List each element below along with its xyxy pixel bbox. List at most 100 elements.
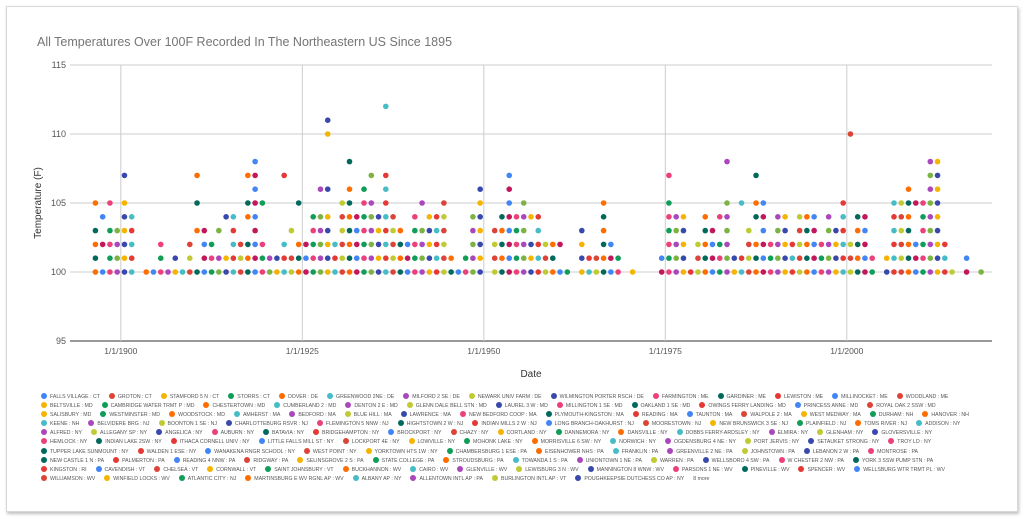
data-point <box>898 214 905 220</box>
data-point <box>339 269 346 275</box>
legend-swatch <box>922 411 929 418</box>
data-point <box>782 241 788 248</box>
data-point <box>252 227 258 234</box>
legend-swatch <box>95 465 102 472</box>
data-point <box>477 255 483 261</box>
legend-label: MOORESTOWN : NJ <box>651 421 702 428</box>
legend-swatch <box>491 474 498 481</box>
legend-swatch <box>263 429 270 436</box>
legend-swatch <box>41 456 47 463</box>
data-point <box>99 269 106 275</box>
x-tick-label: 1/1/1975 <box>649 346 682 356</box>
legend-label: RIDGWAY : PA <box>253 457 289 464</box>
x-tick-label: 1/1/1925 <box>286 346 319 356</box>
data-point <box>339 241 346 248</box>
data-point <box>658 269 665 275</box>
legend-label: WELLSBURG WTR TRMT PL : WV <box>863 466 946 473</box>
data-point <box>412 214 418 220</box>
data-point <box>840 255 846 261</box>
data-point <box>324 269 331 275</box>
legend-swatch <box>41 420 47 427</box>
data-point <box>934 255 941 261</box>
legend-label: DANNEMORA : NY <box>564 430 610 437</box>
legend-swatch <box>556 402 563 409</box>
legend-label: KEENE : NH <box>50 421 80 428</box>
data-point <box>346 200 353 206</box>
data-point <box>724 241 730 248</box>
data-point <box>455 269 462 275</box>
legend-label: GLOVERSVILLE : NY <box>881 430 933 437</box>
legend-swatch <box>303 447 310 454</box>
legend-swatch <box>313 429 320 436</box>
data-point <box>775 269 781 275</box>
x-tick-label: 1/1/2000 <box>830 346 863 356</box>
legend-label: MILLINOCKET : ME <box>841 394 888 400</box>
data-point <box>528 255 534 261</box>
legend-label: WILMINGTON PORTER RSCH : DE <box>559 394 644 400</box>
legend-label: ADDISON : NY <box>925 421 961 428</box>
legend-label: FARMINGTON : ME <box>661 394 709 400</box>
data-point <box>477 241 483 248</box>
data-point <box>883 255 890 261</box>
data-point <box>477 227 483 234</box>
legend-label: WOODLAND : ME <box>905 394 949 400</box>
data-point <box>208 255 215 261</box>
data-point <box>775 214 781 220</box>
data-point <box>825 227 832 234</box>
legend-item: HEMLOCK : NY <box>41 438 87 447</box>
data-point <box>441 241 447 248</box>
data-point <box>252 255 258 261</box>
y-tick-label: 105 <box>51 198 66 208</box>
data-point <box>869 255 876 261</box>
data-point <box>833 269 839 275</box>
data-point <box>680 255 687 261</box>
data-point <box>339 227 346 234</box>
data-point <box>404 241 411 248</box>
data-point <box>462 255 469 261</box>
legend-swatch <box>667 447 674 454</box>
legend-label: BRIDGEHAMPTON : NY <box>322 430 380 437</box>
legend-swatch <box>91 429 97 436</box>
data-point <box>266 255 273 261</box>
data-point <box>353 241 360 248</box>
data-point <box>426 227 433 234</box>
data-point <box>310 241 317 248</box>
legend-more-link[interactable]: 8 more <box>693 475 710 482</box>
legend-swatch <box>555 429 562 436</box>
data-point <box>397 255 404 261</box>
legend-label: BURLINGTON INTL AP : VT <box>500 475 567 482</box>
data-point <box>274 255 280 261</box>
legend-label: MORRISVILLE 6 SW : NY <box>540 439 602 446</box>
data-point <box>412 227 418 234</box>
legend-swatch <box>618 429 625 436</box>
data-point <box>716 269 723 275</box>
data-point <box>441 255 447 261</box>
data-point <box>673 214 679 220</box>
legend-swatch <box>154 465 161 472</box>
data-point <box>259 255 266 261</box>
legend-swatch <box>855 420 862 427</box>
data-point <box>854 227 861 234</box>
legend-item: SPENCER : WV <box>798 465 845 475</box>
legend-swatch <box>96 438 103 445</box>
legend-label: SALISBURY : MD <box>50 412 92 419</box>
data-point <box>898 227 905 234</box>
data-point <box>179 269 186 275</box>
data-point <box>92 255 99 261</box>
legend-label: YORK 3 SSW PUMP STN : PA <box>861 457 934 464</box>
data-point <box>796 255 803 261</box>
data-point <box>375 214 382 220</box>
legend-swatch <box>535 447 542 454</box>
legend-item: FLEMINGTON 5 NNW : NJ <box>316 420 389 429</box>
legend-label: WELLSBORO 4 SW : PA <box>711 457 770 464</box>
data-point <box>854 241 861 248</box>
data-point <box>782 269 788 275</box>
legend-label: CHAZY : NY <box>459 430 489 437</box>
legend-swatch <box>686 411 693 418</box>
legend-swatch <box>352 474 359 481</box>
data-point <box>121 255 128 261</box>
legend-item: GLENHAM : NY <box>817 429 863 438</box>
legend-item: INDIAN MILLS 2 W : NJ <box>472 420 537 429</box>
data-point <box>789 241 796 248</box>
data-point <box>259 200 266 206</box>
